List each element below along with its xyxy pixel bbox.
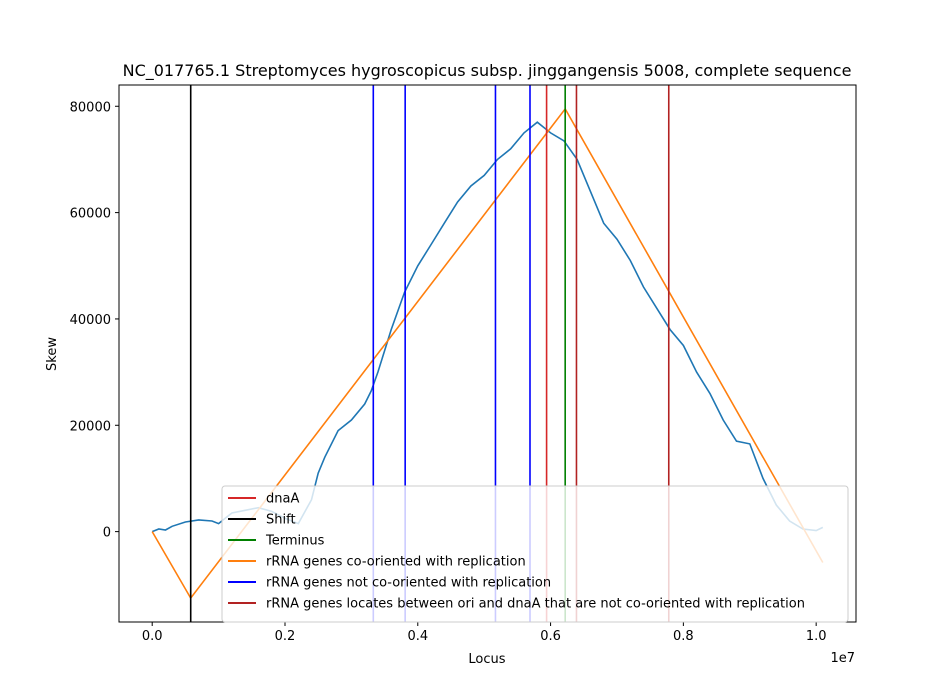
y-tick-label: 20000 — [70, 419, 111, 434]
legend: dnaA Shift Terminus rRNA genes co-oriented … — [221, 485, 849, 623]
x-axis-label: Locus — [468, 652, 505, 667]
series-line-0 — [151, 121, 824, 533]
legend-label: Shift — [266, 513, 296, 528]
x-tick-label: 1.0 — [806, 629, 827, 644]
x-axis-multiplier: 1e7 — [830, 651, 855, 666]
legend-box — [221, 485, 849, 623]
y-tick-label: 0 — [103, 526, 111, 541]
x-tick-label: 0.8 — [673, 629, 694, 644]
y-tick-label: 80000 — [70, 100, 111, 115]
x-tick-label: 0.0 — [142, 629, 163, 644]
legend-label: Terminus — [265, 534, 325, 549]
x-tick-label: 0.4 — [407, 629, 428, 644]
x-tick-label: 0.6 — [540, 629, 561, 644]
y-axis-label: Skew — [45, 337, 60, 371]
x-tick-label: 0.2 — [275, 629, 296, 644]
y-axis-ticks: 0 20000 40000 60000 80000 — [70, 100, 119, 541]
y-tick-label: 60000 — [70, 207, 111, 222]
legend-label: rRNA genes locates between ori and dnaA … — [266, 597, 805, 612]
legend-label: dnaA — [266, 492, 299, 507]
y-tick-label: 40000 — [70, 313, 111, 328]
chart-title: NC_017765.1 Streptomyces hygroscopicus s… — [123, 61, 852, 81]
legend-label: rRNA genes not co-oriented with replicat… — [266, 576, 551, 591]
series-line-1 — [151, 107, 824, 600]
legend-label: rRNA genes co-oriented with replication — [266, 555, 526, 570]
x-axis-ticks: 0.0 0.2 0.4 0.6 0.8 1.0 — [142, 622, 827, 644]
